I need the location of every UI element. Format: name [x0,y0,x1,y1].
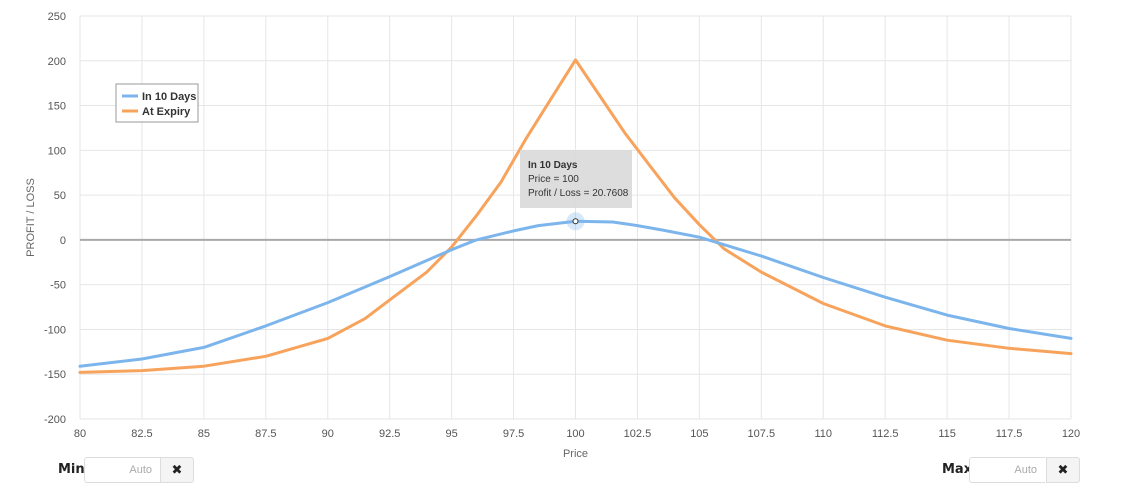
max-clear-button[interactable]: ✖ [1046,457,1080,483]
legend-label-in-10-days: In 10 Days [142,91,196,103]
x-tick-label: 97.5 [503,428,524,440]
legend-box [115,83,199,123]
x-tick-label: 82.5 [131,428,152,440]
close-icon: ✖ [171,462,183,478]
y-tick-label: -50 [50,280,66,292]
x-tick-label: 112.5 [872,428,899,440]
y-tick-label: 50 [54,190,66,202]
max-input[interactable] [969,457,1045,483]
x-axis-title: Price [563,448,588,460]
close-icon: ✖ [1057,462,1069,478]
series-line-at-expiry [78,58,1073,374]
legend-label-at-expiry: At Expiry [142,106,191,118]
legend: In 10 Days At Expiry [115,83,199,123]
y-tick-label: 250 [48,11,66,23]
y-axis-title: PROFIT / LOSS [25,178,37,257]
x-tick-label: 92.5 [379,428,400,440]
y-tick-label: 150 [48,101,66,113]
x-tick-label: 85 [198,428,210,440]
y-tick-label: 200 [48,56,66,68]
min-clear-button[interactable]: ✖ [160,457,194,483]
y-tick-label: 100 [48,145,66,157]
x-axis: 80 82.5 85 87.5 90 92.5 95 97.5 100 102.5 105 107.5… [74,428,1080,440]
x-tick-label: 102.5 [624,428,652,440]
min-label: Min [58,462,85,477]
y-axis: 250 200 150 100 50 0 -50 -100 -150 -200 [44,11,66,426]
tooltip-title: In 10 Days [528,160,578,171]
y-tick-label: -100 [44,324,66,336]
hover-point [572,218,579,225]
x-tick-label: 105 [690,428,708,440]
x-tick-label: 120 [1062,428,1080,440]
y-tick-label: -200 [44,414,66,426]
x-tick-label: 90 [322,428,334,440]
x-tick-label: 110 [814,428,832,440]
x-tick-label: 80 [74,428,86,440]
series-layer [78,58,1073,374]
tooltip-price: Price = 100 [528,174,579,185]
max-label: Max [942,462,973,477]
x-tick-label: 117.5 [996,428,1023,440]
y-tick-label: -150 [44,369,66,381]
x-tick-label: 107.5 [748,428,776,440]
x-tick-label: 115 [938,428,956,440]
y-tick-label: 0 [60,235,66,247]
tooltip-profit-loss: Profit / Loss = 20.7608 [528,188,629,199]
x-tick-label: 100 [566,428,584,440]
min-input[interactable] [84,457,160,483]
tooltip-box [520,150,632,208]
x-tick-label: 95 [446,428,458,440]
x-tick-label: 87.5 [255,428,276,440]
tooltip: In 10 Days Price = 100 Profit / Loss = 20.… [520,150,632,208]
